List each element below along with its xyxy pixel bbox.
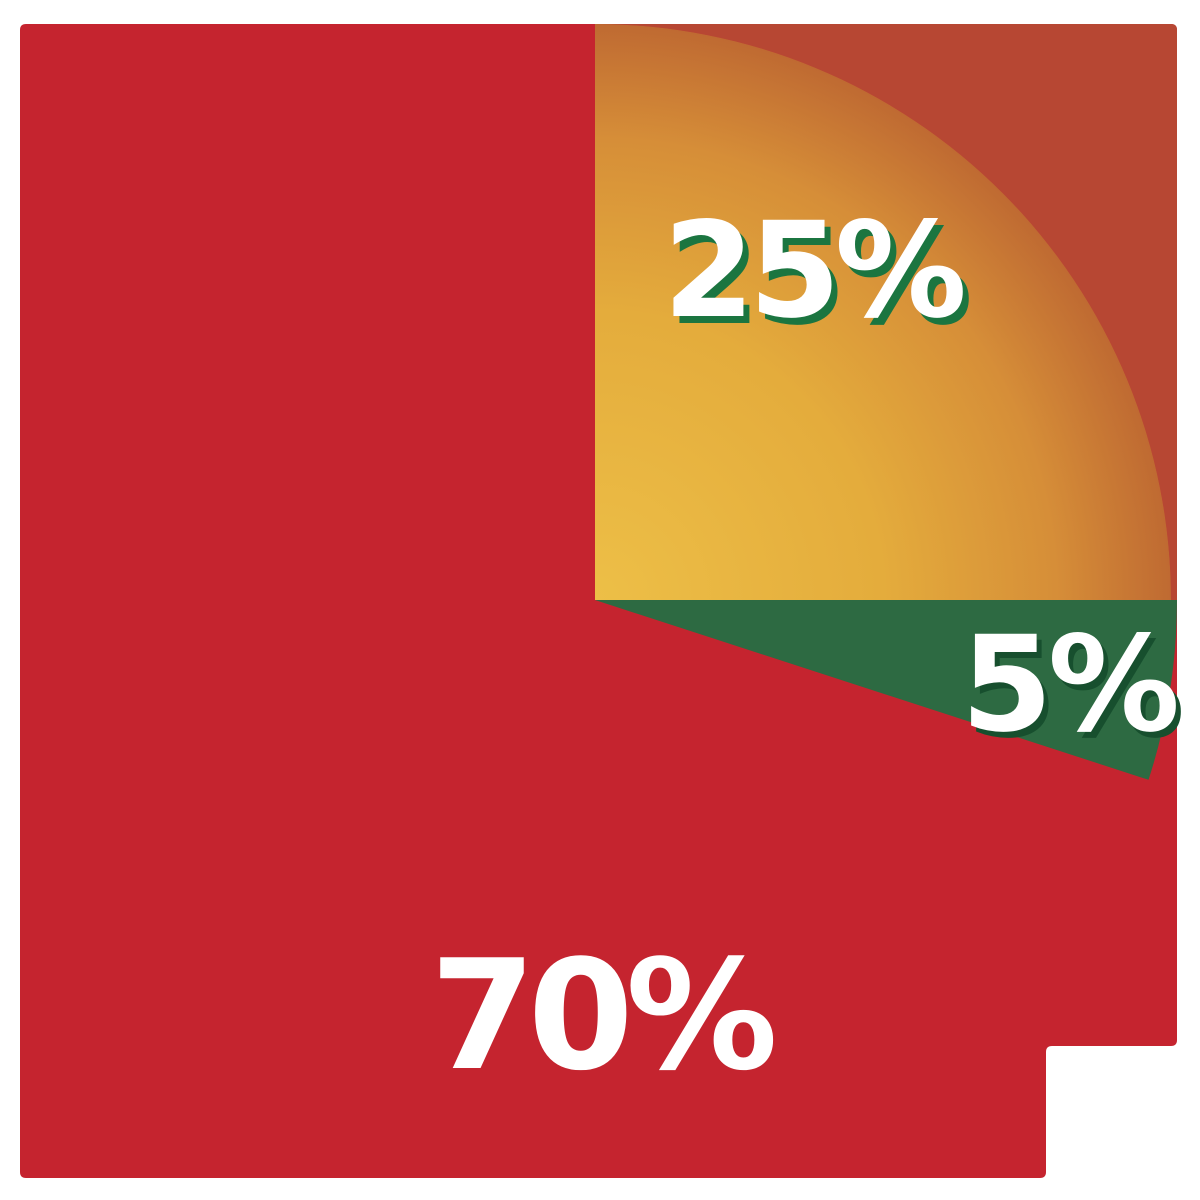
corner-dark-red-region [595, 24, 1177, 600]
label-70: 70% [430, 927, 774, 1104]
label-25: 25% [663, 194, 964, 348]
label-5: 5% [961, 608, 1177, 762]
pie-slice-green [595, 600, 1177, 780]
label-25-shadow: 25% [669, 201, 970, 355]
label-5-shadow: 5% [966, 614, 1182, 768]
pie-slice-yellow [595, 24, 1171, 600]
